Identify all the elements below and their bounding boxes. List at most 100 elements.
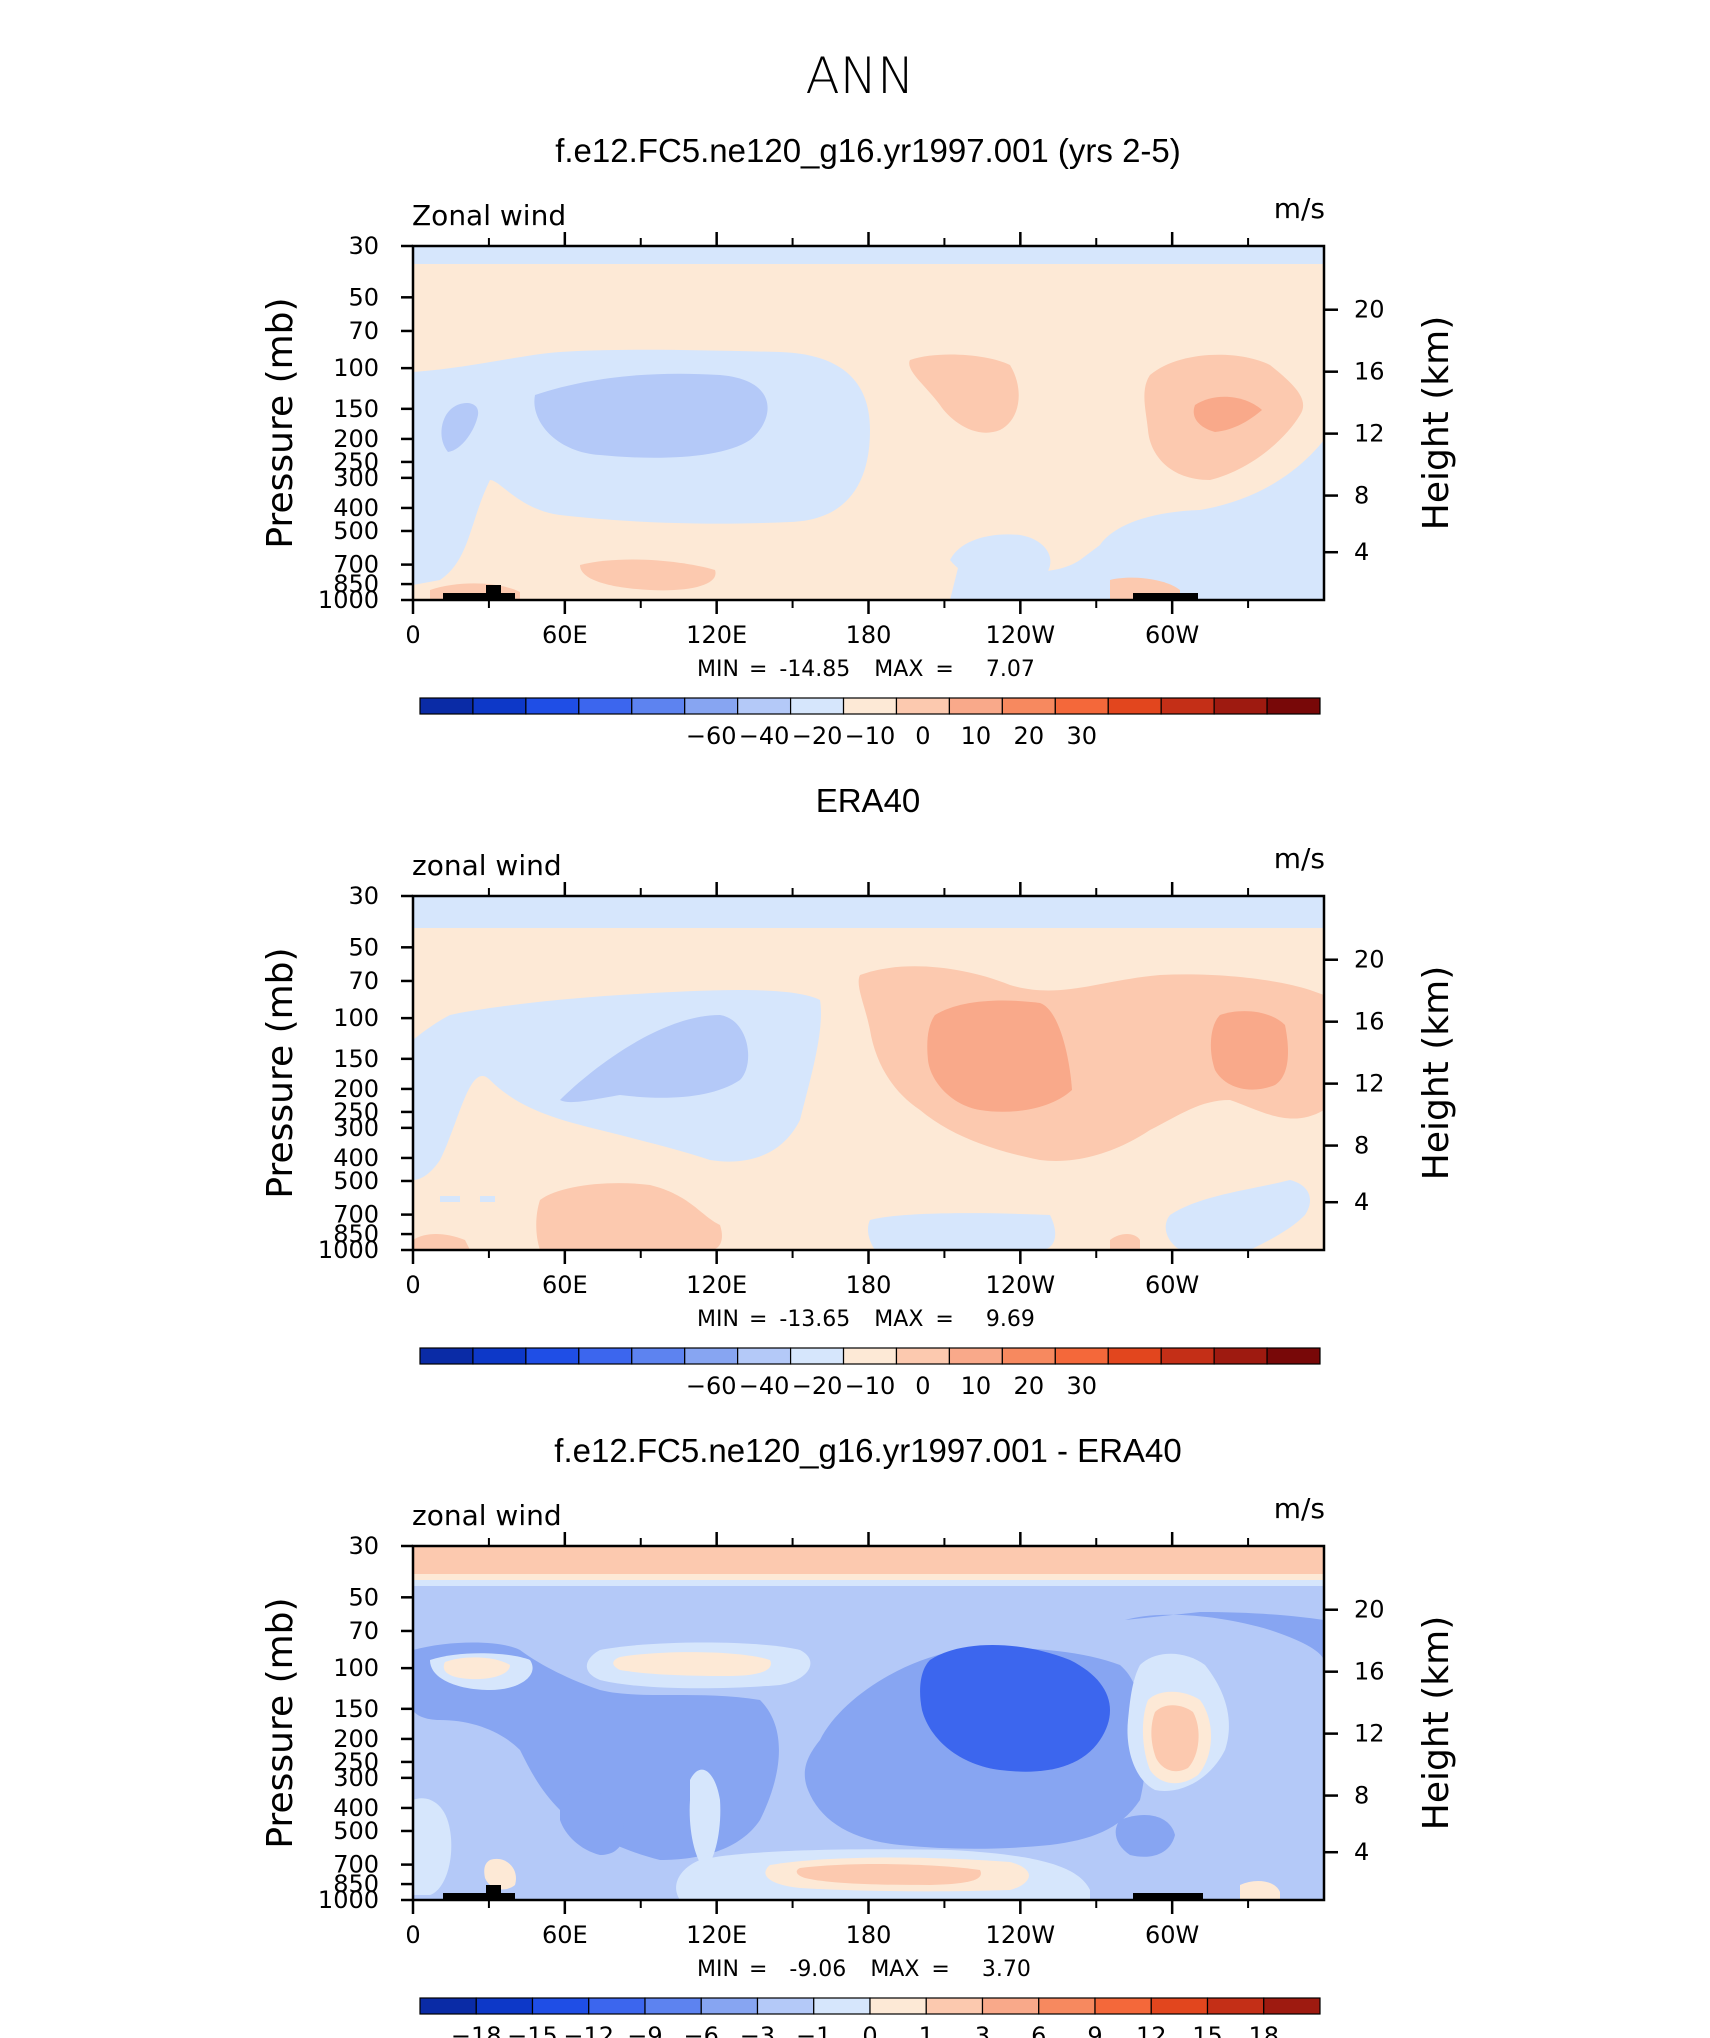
colorbar-swatch bbox=[419, 697, 474, 715]
x-tick-label: 120E bbox=[686, 1271, 747, 1299]
colorbar-swatch bbox=[869, 1997, 927, 2015]
colorbar-swatch bbox=[1213, 697, 1268, 715]
colorbar-swatch bbox=[1266, 1347, 1321, 1365]
y-right-tick-label: 16 bbox=[1354, 358, 1385, 386]
colorbar-label: −40 bbox=[739, 722, 790, 750]
panel-2-ylabel-right: Height (km) bbox=[1416, 966, 1457, 1180]
y-tick-label: 30 bbox=[348, 882, 379, 910]
y-tick-label: 300 bbox=[333, 464, 379, 492]
x-tick-label: 120W bbox=[986, 1271, 1056, 1299]
colorbar-swatch bbox=[842, 1347, 898, 1365]
colorbar-swatch bbox=[925, 1997, 984, 2015]
panel-2-min-value: -13.65 bbox=[779, 1307, 850, 1332]
y-tick-label: 100 bbox=[333, 1004, 379, 1032]
panel-3-ylabel-right: Height (km) bbox=[1416, 1616, 1457, 1830]
panel-1-colorbar: −60 −40 −20 −10 0 10 20 30 bbox=[419, 697, 1321, 750]
y-right-tick-label: 8 bbox=[1354, 1782, 1369, 1810]
main-title: ANN bbox=[805, 47, 914, 105]
colorbar-swatch bbox=[419, 1347, 474, 1365]
y-tick-label: 850 bbox=[333, 570, 379, 598]
colorbar-label: 0 bbox=[862, 2022, 877, 2038]
y-tick-label: 200 bbox=[333, 1075, 379, 1103]
colorbar-swatch bbox=[525, 1347, 580, 1365]
y-right-tick-label: 12 bbox=[1354, 1070, 1385, 1098]
colorbar-swatch bbox=[1107, 1347, 1162, 1365]
colorbar-swatch bbox=[588, 1997, 646, 2015]
colorbar-swatch bbox=[475, 1997, 534, 2015]
colorbar-swatch bbox=[1054, 697, 1109, 715]
y-right-tick-label: 20 bbox=[1354, 1596, 1385, 1624]
y-tick-label: 30 bbox=[348, 1532, 379, 1560]
colorbar-label: 30 bbox=[1066, 722, 1097, 750]
colorbar-label: 0 bbox=[915, 722, 930, 750]
colorbar-label: 20 bbox=[1014, 1372, 1045, 1400]
panel-2: ERA40 zonal wind m/s 0 60E 120E 180 120W 60W 3… bbox=[260, 782, 1457, 1400]
colorbar-swatch bbox=[472, 697, 527, 715]
panel-3-axes: 0 60E 120E 180 120W 60W3050701001502002503004… bbox=[318, 1532, 1385, 1949]
colorbar-swatch bbox=[631, 1347, 686, 1365]
panel-3-min-label: MIN bbox=[697, 1957, 739, 1982]
colorbar-swatch bbox=[737, 1347, 792, 1365]
colorbar-swatch bbox=[631, 697, 686, 715]
colorbar-swatch bbox=[948, 1347, 1003, 1365]
y-tick-label: 700 bbox=[333, 1851, 379, 1879]
colorbar-swatch bbox=[1038, 1997, 1096, 2015]
colorbar-swatch bbox=[842, 697, 898, 715]
y-tick-label: 1000 bbox=[318, 1886, 379, 1914]
y-right-tick-label: 8 bbox=[1354, 482, 1369, 510]
panel-3-max-label: MAX bbox=[870, 1957, 919, 1982]
x-tick-label: 120E bbox=[686, 621, 747, 649]
y-tick-label: 400 bbox=[333, 494, 379, 522]
colorbar-swatch bbox=[895, 697, 951, 715]
y-tick-label: 30 bbox=[348, 232, 379, 260]
colorbar-swatch bbox=[789, 697, 845, 715]
y-tick-label: 500 bbox=[333, 517, 379, 545]
colorbar-label: −10 bbox=[845, 1372, 896, 1400]
colorbar-swatch bbox=[1001, 1347, 1056, 1365]
colorbar-label: −18 bbox=[451, 2022, 502, 2038]
colorbar-swatch bbox=[1263, 1997, 1321, 2015]
panel-1-ylabel-right: Height (km) bbox=[1416, 316, 1457, 530]
y-tick-label: 400 bbox=[333, 1144, 379, 1172]
panel-1-contours bbox=[413, 246, 1324, 600]
x-tick-label: 60W bbox=[1145, 621, 1199, 649]
y-tick-label: 70 bbox=[348, 317, 379, 345]
y-tick-label: 70 bbox=[348, 967, 379, 995]
colorbar-swatch bbox=[1266, 697, 1321, 715]
panel-3-contours bbox=[413, 1546, 1324, 1900]
panel-2-contours bbox=[413, 896, 1324, 1250]
colorbar-label: 20 bbox=[1014, 722, 1045, 750]
y-tick-label: 100 bbox=[333, 1654, 379, 1682]
y-tick-label: 300 bbox=[333, 1764, 379, 1792]
panel-1: f.e12.FC5.ne120_g16.yr1997.001 (yrs 2-5)… bbox=[260, 132, 1457, 750]
y-right-tick-label: 12 bbox=[1354, 420, 1385, 448]
x-tick-label: 0 bbox=[405, 1921, 420, 1949]
y-right-tick-label: 16 bbox=[1354, 1658, 1385, 1686]
x-tick-label: 60E bbox=[542, 1921, 588, 1949]
colorbar-label: −1 bbox=[796, 2022, 831, 2038]
y-tick-label: 50 bbox=[348, 1583, 379, 1611]
colorbar-swatch bbox=[531, 1997, 590, 2015]
y-tick-label: 200 bbox=[333, 425, 379, 453]
panel-3-max-value: 3.70 bbox=[982, 1957, 1031, 1982]
colorbar-label: −20 bbox=[792, 722, 843, 750]
colorbar-label: −3 bbox=[740, 2022, 775, 2038]
y-right-tick-label: 4 bbox=[1354, 1838, 1369, 1866]
colorbar-swatch bbox=[419, 1997, 477, 2015]
panel-2-colorbar: −60 −40 −20 −10 0 10 20 30 bbox=[419, 1347, 1321, 1400]
panel-2-axes: 0 60E 120E 180 120W 60W3050701001502002503004… bbox=[318, 882, 1385, 1299]
y-tick-label: 700 bbox=[333, 1201, 379, 1229]
panel-3-ylabel: Pressure (mb) bbox=[260, 1597, 301, 1848]
colorbar-swatch bbox=[472, 1347, 527, 1365]
colorbar-swatch bbox=[756, 1997, 815, 2015]
panel-2-min-label: MIN bbox=[697, 1307, 739, 1332]
panel-1-title: f.e12.FC5.ne120_g16.yr1997.001 (yrs 2-5) bbox=[555, 132, 1181, 169]
colorbar-swatch bbox=[684, 697, 739, 715]
y-tick-label: 500 bbox=[333, 1817, 379, 1845]
colorbar-swatch bbox=[578, 697, 633, 715]
colorbar-label: −20 bbox=[792, 1372, 843, 1400]
y-tick-label: 850 bbox=[333, 1220, 379, 1248]
